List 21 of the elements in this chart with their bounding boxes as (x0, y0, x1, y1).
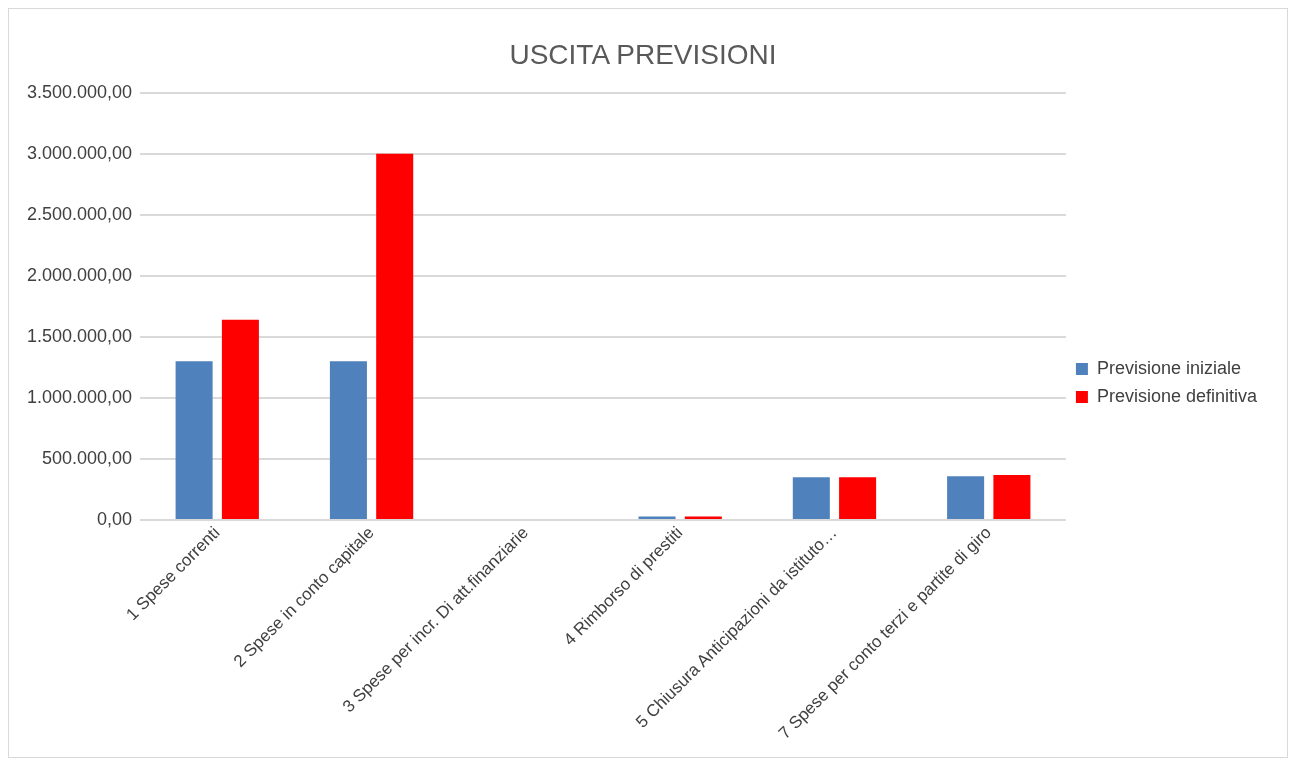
y-tick-label: 0,00 (97, 509, 133, 530)
legend-label: Previsione iniziale (1096, 357, 1241, 378)
bar (947, 476, 985, 520)
y-tick-label: 1.500.000,00 (26, 325, 133, 346)
bar (175, 361, 213, 520)
y-tick-label: 3.500.000,00 (26, 81, 133, 102)
bar (376, 153, 414, 520)
bar (839, 477, 877, 520)
y-tick-label: 500.000,00 (42, 448, 133, 468)
bar (684, 516, 722, 520)
chart-title: USCITA PREVISIONI (509, 38, 777, 70)
y-tick-label: 2.500.000,00 (26, 203, 133, 224)
y-tick-label: 1.000.000,00 (26, 386, 133, 407)
y-tick-label: 2.000.000,00 (26, 264, 133, 285)
legend-label: Previsione definitiva (1096, 385, 1258, 406)
bar (329, 361, 367, 520)
bar (792, 477, 830, 520)
bar (221, 319, 259, 520)
y-tick-label: 3.000.000,00 (26, 142, 133, 163)
bar (638, 516, 676, 520)
bar (993, 474, 1031, 520)
